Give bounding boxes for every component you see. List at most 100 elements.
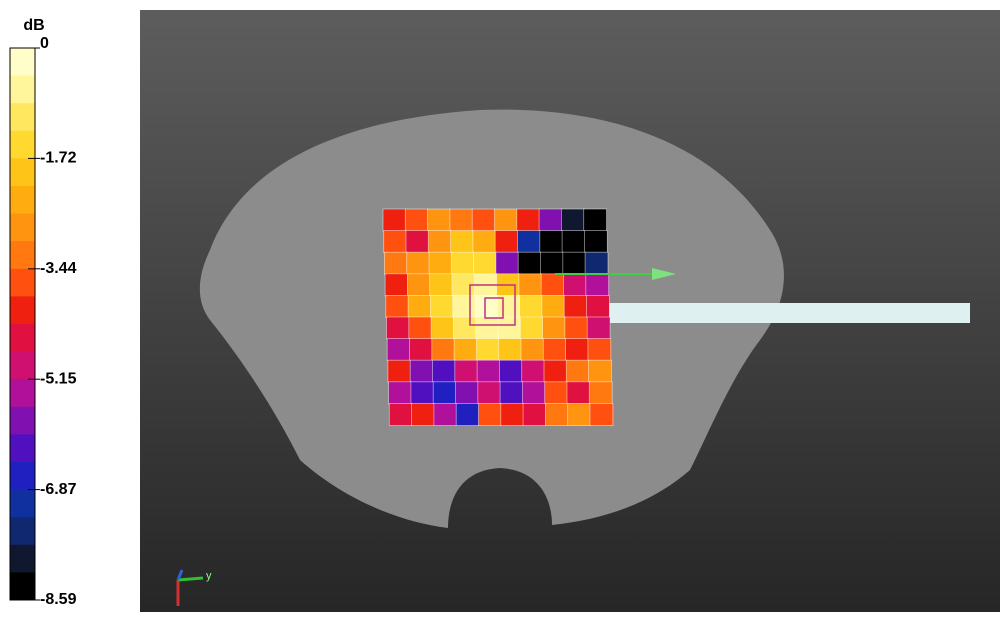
field-cell (453, 338, 478, 362)
field-cell (404, 208, 429, 232)
field-cell (384, 273, 409, 297)
field-cell (539, 230, 564, 254)
field-cell (566, 381, 591, 405)
colorbar-band (10, 544, 35, 573)
field-cell (427, 230, 452, 254)
colorbar-tick-label: -8.59 (40, 591, 77, 608)
colorbar-band (10, 379, 35, 408)
field-cell (521, 359, 546, 383)
field-cell (452, 316, 477, 340)
field-cell (519, 294, 543, 318)
field-cell (586, 316, 611, 340)
field-cell (473, 251, 497, 275)
field-cell (545, 402, 569, 426)
field-cell (409, 338, 433, 362)
field-cell (386, 338, 411, 362)
colorbar-band (10, 296, 35, 325)
field-cell (565, 338, 589, 362)
field-cell (520, 338, 545, 362)
colorbar-band (10, 351, 35, 380)
colorbar-band (10, 241, 35, 270)
field-cell (517, 251, 542, 275)
field-cell (541, 294, 566, 318)
field-cell (450, 230, 474, 254)
colorbar-band (10, 48, 35, 77)
field-cell (452, 294, 477, 318)
field-cell (455, 381, 479, 405)
field-cell (542, 338, 567, 362)
field-cell (472, 230, 497, 254)
field-cell (561, 208, 585, 232)
field-cell (494, 230, 519, 254)
field-cell (409, 359, 434, 383)
field-cell (588, 359, 612, 383)
field-cell (478, 402, 502, 426)
field-cell (475, 316, 500, 340)
colorbar-band (10, 75, 35, 104)
field-cell (410, 381, 435, 405)
field-cell (565, 359, 590, 383)
field-cell (517, 230, 541, 254)
colorbar-band (10, 434, 35, 463)
field-cell (562, 251, 587, 275)
field-cell (405, 230, 430, 254)
colorbar-tick-label: -6.87 (40, 481, 77, 498)
y-axis (177, 576, 204, 582)
field-cell (430, 316, 455, 340)
colorbar-band (10, 186, 35, 215)
colorbar-tick-label: -5.15 (40, 370, 77, 387)
field-cell (497, 316, 522, 340)
field-cell (450, 251, 475, 275)
axis-label: y (206, 570, 212, 582)
colorbar-band (10, 268, 35, 297)
field-cell (476, 359, 501, 383)
colorbar-band (10, 103, 35, 132)
field-cell (584, 230, 608, 254)
field-cell (432, 381, 457, 405)
field-cell (516, 208, 541, 232)
arrow-head (652, 268, 676, 280)
field-cell (408, 316, 433, 340)
x-axis (176, 569, 184, 581)
field-cell (522, 402, 547, 426)
field-cell (475, 338, 500, 362)
field-cell (583, 208, 608, 232)
colorbar-band (10, 213, 35, 242)
feed-bar (600, 303, 970, 323)
colorbar-band (10, 489, 35, 518)
field-cell (382, 208, 407, 232)
field-cell (411, 402, 435, 426)
field-cell (427, 208, 451, 232)
field-cell (522, 381, 546, 405)
field-cell (432, 359, 456, 383)
field-cell (388, 381, 412, 405)
field-cell (561, 230, 586, 254)
field-cell (585, 273, 610, 297)
field-cell (587, 338, 612, 362)
field-cell (407, 294, 432, 318)
field-cell (406, 273, 431, 297)
field-cell (498, 338, 523, 362)
field-cell (538, 208, 563, 232)
field-cell (477, 381, 502, 405)
colorbar-band (10, 517, 35, 546)
field-map (382, 208, 614, 426)
colorbar-band (10, 572, 35, 601)
field-cell (584, 251, 609, 275)
field-cell (589, 402, 614, 426)
colorbar-band (10, 130, 35, 159)
colorbar-band (10, 462, 35, 491)
field-cell (383, 230, 408, 254)
colorbar-frame (9, 47, 36, 601)
field-cell (498, 359, 523, 383)
colorbar-band (10, 158, 35, 187)
antenna-inner (484, 297, 504, 319)
field-cell (499, 381, 524, 405)
field-cell (385, 294, 410, 318)
field-cell (542, 316, 566, 340)
field-cell (454, 359, 479, 383)
antenna-outline (469, 284, 516, 326)
field-cell (431, 338, 456, 362)
field-cell (494, 208, 518, 232)
